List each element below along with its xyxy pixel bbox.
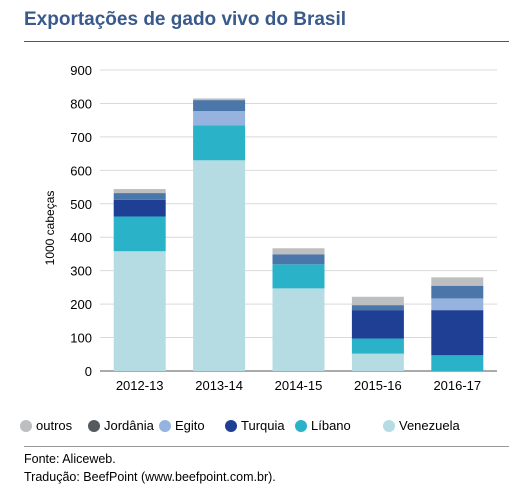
y-tick-label: 200: [70, 297, 92, 312]
bar-segment-outros: [193, 98, 246, 101]
y-tick-label: 600: [70, 163, 92, 178]
bar-segment-venezuela: [272, 288, 325, 371]
bar-segment-líbano: [193, 125, 246, 161]
bar-segment-turquia: [113, 199, 166, 217]
bar-segment-egito: [193, 111, 246, 126]
bar-segment-outros: [113, 189, 166, 194]
legend-swatch-turquia: [225, 419, 237, 432]
y-tick-label: 800: [70, 96, 92, 111]
title-divider: [24, 41, 509, 42]
bar-segment-venezuela: [351, 353, 404, 371]
bar-segment-turquia: [351, 310, 404, 339]
legend-item-venezuela: Venezuela: [383, 418, 460, 433]
source-note: Fonte: Aliceweb.: [24, 452, 116, 466]
legend-item-egito: Egito: [159, 418, 205, 433]
x-tick-label: 2016-17: [433, 378, 481, 393]
legend-label: Venezuela: [399, 418, 460, 433]
bar-segment-jordânia: [113, 193, 166, 200]
legend-label: Líbano: [311, 418, 351, 433]
bar-segment-jordânia: [193, 100, 246, 112]
bar-segment-venezuela: [193, 160, 246, 371]
legend-swatch-jordania: [88, 419, 100, 432]
legend-item-turquia: Turquia: [225, 418, 285, 433]
x-tick-label: 2015-16: [354, 378, 402, 393]
legend: outros Jordânia Egito Turquia Líbano Ven…: [0, 418, 531, 438]
x-tick-label: 2014-15: [275, 378, 323, 393]
x-tick-label: 2012-13: [116, 378, 164, 393]
bar-segment-líbano: [431, 355, 484, 371]
legend-swatch-egito: [159, 419, 171, 432]
y-tick-label: 900: [70, 63, 92, 78]
y-tick-label: 700: [70, 130, 92, 145]
legend-item-libano: Líbano: [295, 418, 351, 433]
y-tick-label: 0: [85, 364, 92, 379]
bar-segment-egito: [431, 298, 484, 311]
bar-segment-turquia: [431, 310, 484, 356]
x-tick-label: 2013-14: [195, 378, 243, 393]
legend-label: outros: [36, 418, 73, 433]
translation-note: Tradução: BeefPoint (www.beefpoint.com.b…: [24, 470, 276, 484]
legend-swatch-venezuela: [383, 419, 395, 432]
legend-swatch-outros: [20, 419, 32, 432]
bar-segment-jordânia: [351, 305, 404, 311]
legend-swatch-libano: [295, 419, 307, 432]
bar-segment-líbano: [351, 338, 404, 354]
bar-segment-líbano: [272, 264, 325, 289]
footer-divider: [24, 446, 509, 447]
legend-label: Jordânia: [104, 418, 154, 433]
stacked-bar-chart: 0 100 200 300 400 500 600 700 800 900 2012-13 2013…: [43, 63, 497, 393]
y-tick-label: 500: [70, 197, 92, 212]
legend-label: Turquia: [241, 418, 285, 433]
bar-segment-outros: [272, 248, 325, 255]
legend-item-outros: outros: [20, 418, 72, 433]
y-axis-label: 1000 cabeças: [43, 191, 57, 266]
chart-title: Exportações de gado vivo do Brasil: [24, 9, 347, 30]
y-tick-label: 300: [70, 264, 92, 279]
legend-item-jordania: Jordânia: [88, 418, 154, 433]
y-tick-label: 100: [70, 331, 92, 346]
y-tick-label: 400: [70, 230, 92, 245]
bar-segment-jordânia: [272, 254, 325, 265]
bar-segment-venezuela: [113, 251, 166, 371]
legend-label: Egito: [175, 418, 205, 433]
bar-segment-líbano: [113, 216, 166, 252]
bar-segment-outros: [351, 296, 404, 306]
bar-segment-jordânia: [431, 285, 484, 299]
bar-segment-outros: [431, 277, 484, 286]
